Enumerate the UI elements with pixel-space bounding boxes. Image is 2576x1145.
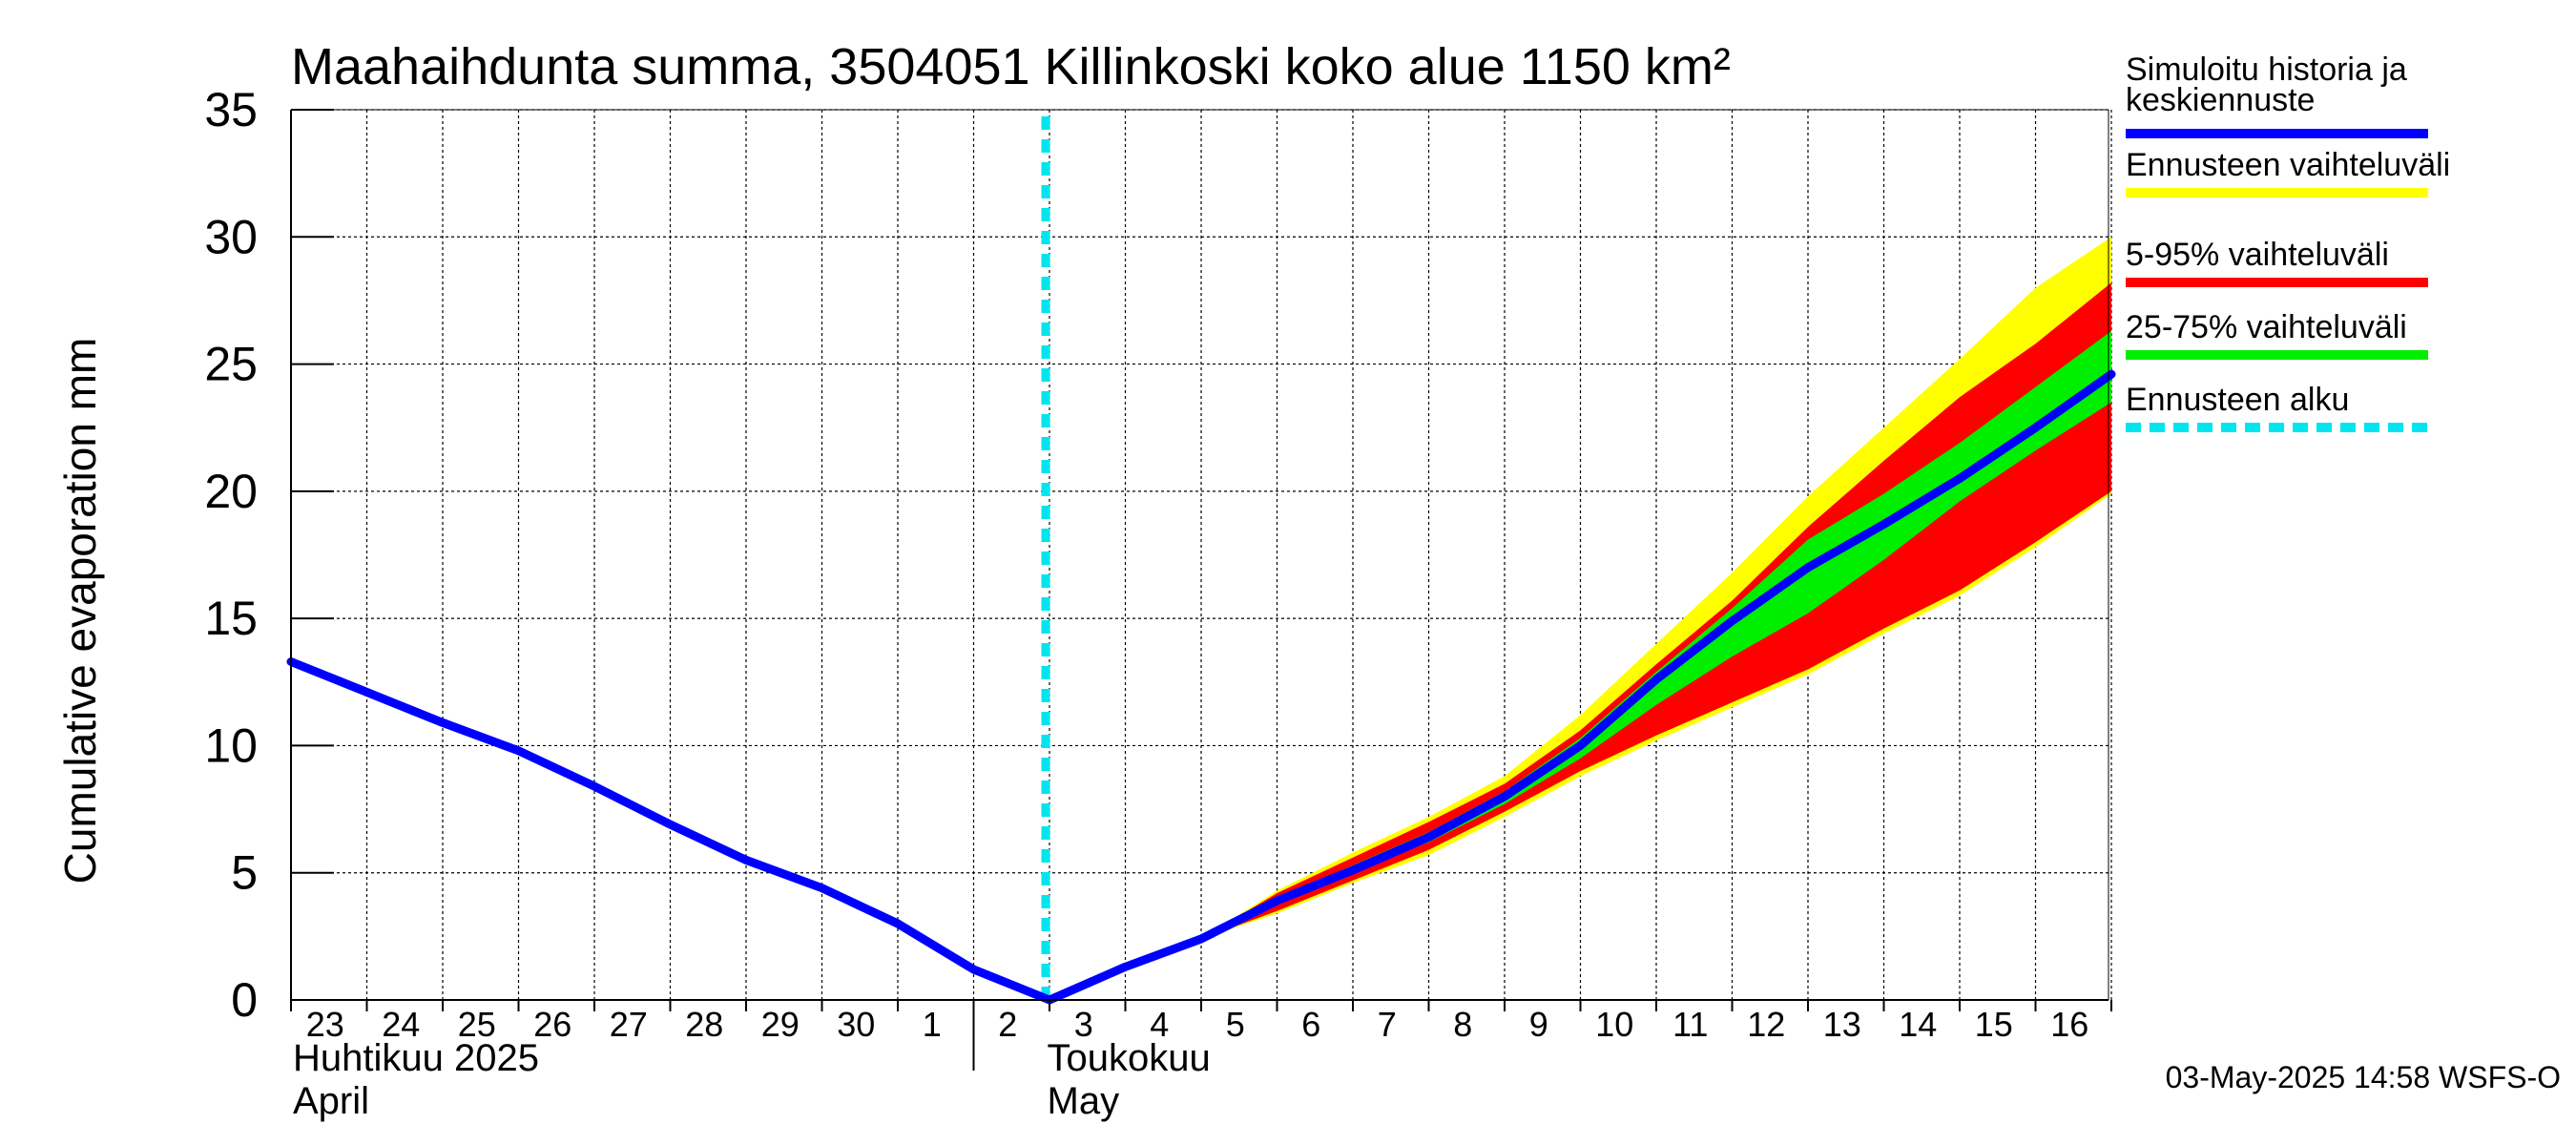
y-tick-label: 30 [204, 210, 258, 263]
x-tick-label: 15 [1975, 1005, 2013, 1044]
x-tick-label: 24 [382, 1005, 420, 1044]
legend-label: 25-75% vaihteluväli [2126, 309, 2407, 345]
footer-timestamp: 03-May-2025 14:58 WSFS-O [2166, 1060, 2561, 1094]
x-tick-label: 9 [1529, 1005, 1548, 1044]
legend-label-cont: keskiennuste [2126, 82, 2315, 118]
x-tick-label: 11 [1672, 1005, 1708, 1044]
y-tick-label: 10 [204, 718, 258, 772]
x-tick-label: 4 [1150, 1005, 1169, 1044]
y-tick-label: 0 [231, 973, 258, 1027]
y-tick-label: 20 [204, 465, 258, 518]
line-layer [286, 116, 2116, 1005]
legend-label: Simuloitu historia ja [2126, 52, 2407, 88]
x-tick-label: 3 [1074, 1005, 1093, 1044]
y-tick-label: 25 [204, 338, 258, 391]
x-tick-label: 10 [1595, 1005, 1633, 1044]
x-tick-label: 12 [1747, 1005, 1785, 1044]
month-label: Huhtikuu 2025 [293, 1037, 539, 1079]
legend-label: 5-95% vaihteluväli [2126, 237, 2389, 273]
x-tick-label: 25 [458, 1005, 496, 1044]
x-tick-label: 29 [761, 1005, 800, 1044]
x-tick-label: 1 [923, 1005, 942, 1044]
y-tick-label: 15 [204, 592, 258, 645]
x-tick-label: 27 [610, 1005, 648, 1044]
x-tick-label: 28 [685, 1005, 723, 1044]
y-tick-label: 35 [204, 83, 258, 136]
series-line-0 [286, 369, 2116, 1005]
x-tick-label: 5 [1226, 1005, 1245, 1044]
x-tick-label: 2 [998, 1005, 1017, 1044]
y-axis-label: Cumulative evaporation mm [55, 338, 105, 885]
band-layer [1201, 237, 2111, 940]
x-tick-label: 26 [533, 1005, 571, 1044]
x-tick-label: 14 [1899, 1005, 1937, 1044]
month-label: Toukokuu [1048, 1037, 1211, 1079]
chart-title: Maahaihdunta summa, 3504051 Killinkoski … [291, 38, 1731, 95]
month-label-en: May [1048, 1080, 1120, 1122]
y-tick-label: 5 [231, 846, 258, 900]
legend-label: Ennusteen alku [2126, 382, 2349, 418]
legend-label: Ennusteen vaihteluväli [2126, 147, 2450, 183]
x-tick-label: 7 [1378, 1005, 1397, 1044]
x-tick-label: 13 [1823, 1005, 1861, 1044]
month-label-en: April [293, 1080, 369, 1122]
x-tick-label: 6 [1301, 1005, 1320, 1044]
x-tick-label: 30 [837, 1005, 875, 1044]
x-tick-label: 8 [1453, 1005, 1472, 1044]
x-tick-label: 23 [306, 1005, 344, 1044]
x-tick-label: 16 [2050, 1005, 2088, 1044]
